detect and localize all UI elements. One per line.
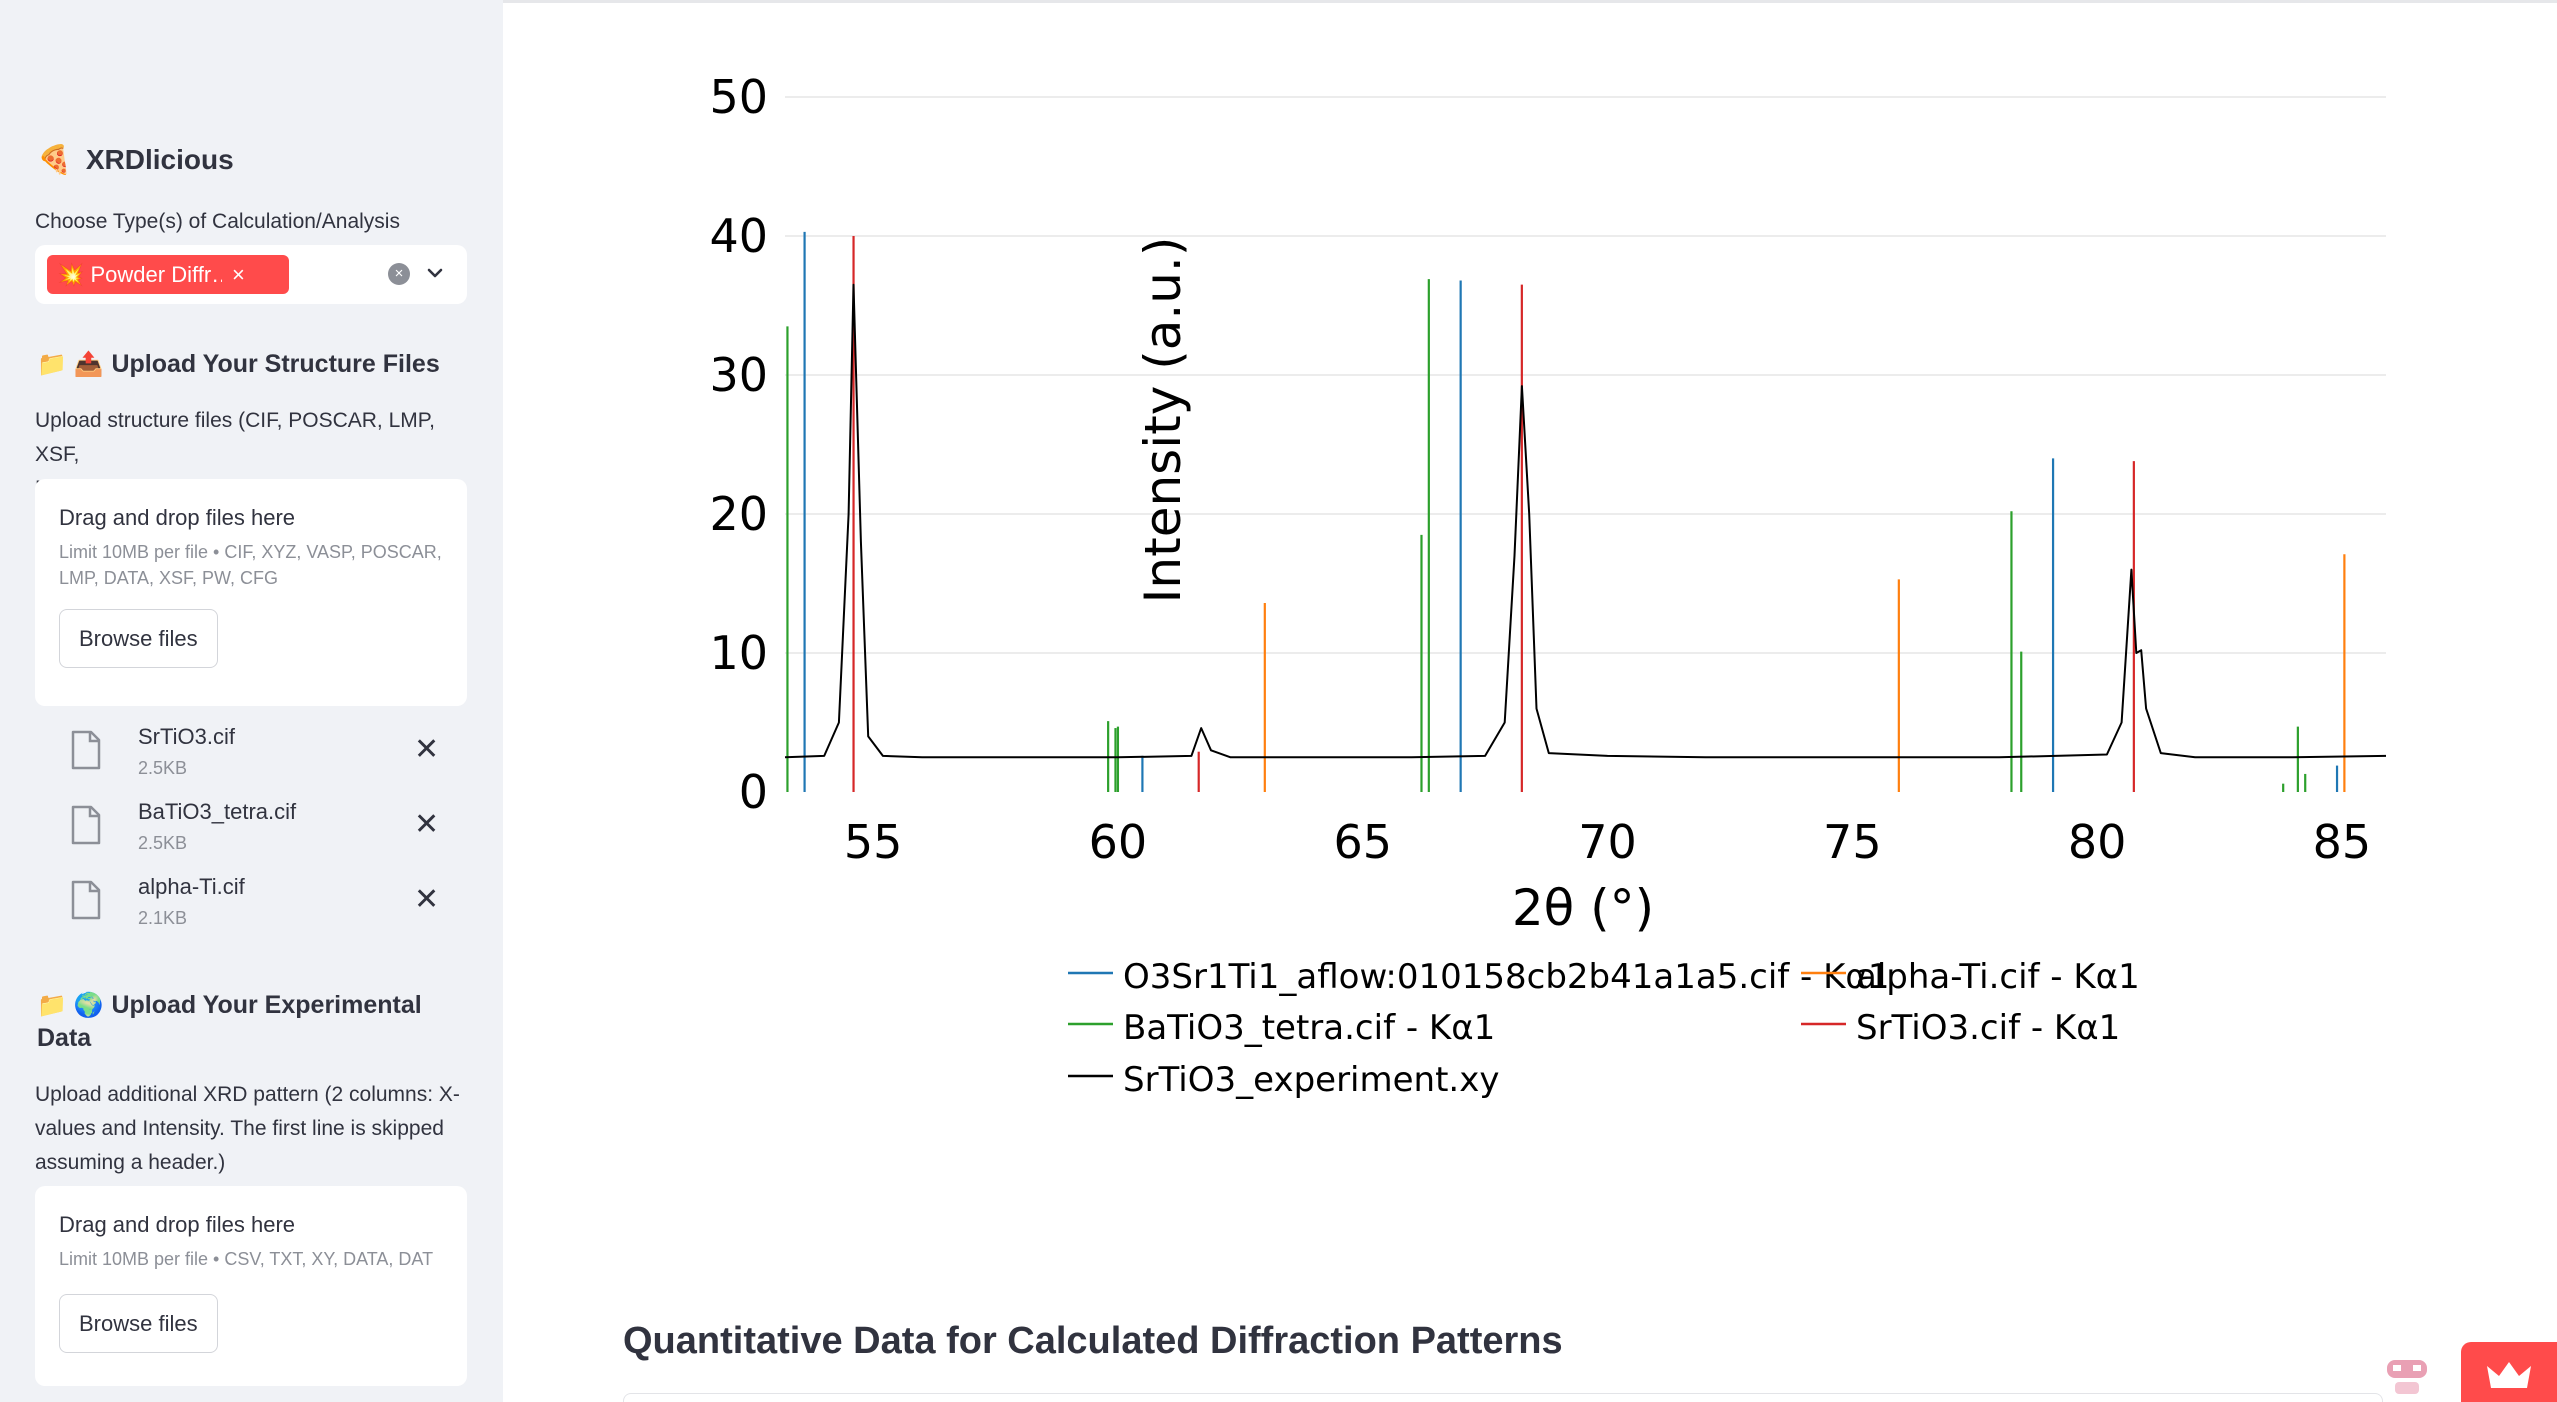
folder-globe-icon: 📁 🌍 — [37, 992, 104, 1019]
dropzone-title: Drag and drop files here — [59, 505, 296, 530]
crown-icon — [2487, 1362, 2531, 1388]
x-tick-label: 70 — [1578, 815, 1637, 869]
remove-file-icon[interactable]: ✕ — [414, 733, 440, 766]
dropzone-limit: Limit 10MB per file • CSV, TXT, XY, DATA… — [59, 1249, 434, 1269]
experimental-help-text: Upload additional XRD pattern (2 columns… — [35, 1078, 467, 1180]
quantitative-data-table — [623, 1393, 2383, 1402]
calc-type-label: Choose Type(s) of Calculation/Analysis — [35, 210, 400, 233]
file-size: 2.1KB — [138, 908, 188, 928]
chart-experimental-line — [784, 283, 2387, 759]
legend-label[interactable]: SrTiO3_experiment.xy — [1123, 1060, 1499, 1100]
file-name: alpha-Ti.cif — [138, 874, 245, 899]
x-tick-label: 55 — [844, 815, 903, 869]
app-status-icon[interactable] — [2383, 1352, 2431, 1400]
dropzone-limit: Limit 10MB per file • CIF, XYZ, VASP, PO… — [59, 539, 443, 591]
browse-files-button[interactable]: Browse files — [59, 1294, 218, 1353]
streamlit-badge[interactable] — [2461, 1342, 2557, 1402]
legend-label[interactable]: BaTiO3_tetra.cif - Kα1 — [1123, 1008, 1495, 1048]
experimental-help-line: assuming a header.) — [35, 1151, 226, 1174]
uploaded-file-item: SrTiO3.cif 2.5KB ✕ — [70, 720, 450, 790]
file-name: SrTiO3.cif — [138, 724, 235, 749]
file-size: 2.5KB — [138, 833, 188, 853]
legend-label[interactable]: SrTiO3.cif - Kα1 — [1856, 1008, 2120, 1048]
pizza-icon: 🍕 — [37, 144, 72, 175]
x-tick-label: 60 — [1089, 815, 1148, 869]
remove-file-icon[interactable]: ✕ — [414, 808, 440, 841]
experimental-help-line: values and Intensity. The first line is … — [35, 1117, 444, 1140]
chevron-down-icon[interactable] — [424, 262, 446, 284]
app-title-text: XRDlicious — [85, 143, 234, 175]
clear-selection-icon[interactable]: × — [388, 263, 410, 285]
experimental-line — [784, 283, 2387, 759]
file-icon — [71, 805, 101, 845]
y-tick-label: 0 — [739, 765, 768, 819]
file-size: 2.5KB — [138, 758, 188, 778]
chart-reference-peaks — [786, 231, 2346, 792]
legend-label[interactable]: O3Sr1Ti1_aflow:010158cb2b41a1a5.cif - Kα… — [1123, 957, 1889, 997]
x-tick-label: 85 — [2313, 815, 2372, 869]
experimental-section-heading: 📁 🌍 Upload Your Experimental Data — [37, 989, 422, 1055]
x-tick-label: 75 — [1823, 815, 1882, 869]
top-divider — [503, 0, 2557, 3]
xrd-pattern-chart[interactable]: 0 10 20 30 40 50 55 60 65 70 75 80 85 2θ (°) Intens… — [503, 0, 2557, 1130]
sidebar: 🍕 XRDlicious Choose Type(s) of Calculati… — [0, 0, 503, 1402]
file-icon — [71, 880, 101, 920]
structure-section-title: Upload Your Structure Files — [111, 350, 440, 378]
y-tick-label: 40 — [709, 209, 768, 263]
experimental-dropzone[interactable]: Drag and drop files here Limit 10MB per … — [35, 1186, 467, 1386]
legend-label[interactable]: alpha-Ti.cif - Kα1 — [1856, 957, 2140, 997]
chip-label: 💥 Powder Diffr… — [57, 261, 222, 287]
x-tick-label: 80 — [2068, 815, 2127, 869]
y-tick-label: 10 — [709, 626, 768, 680]
experimental-section-title: Data — [37, 1024, 92, 1052]
y-tick-label: 50 — [709, 70, 768, 124]
structure-dropzone[interactable]: Drag and drop files here Limit 10MB per … — [35, 479, 467, 706]
chart-x-ticks: 55 60 65 70 75 80 85 — [844, 815, 2371, 869]
structure-section-heading: 📁 📤 Upload Your Structure Files — [37, 348, 440, 381]
y-axis-label: Intensity (a.u.) — [1134, 237, 1192, 604]
selected-chip-powder-diffraction[interactable]: 💥 Powder Diffr… × — [47, 255, 289, 294]
app-title: 🍕 XRDlicious — [37, 143, 234, 176]
dropzone-title: Drag and drop files here — [59, 1212, 296, 1237]
x-tick-label: 65 — [1333, 815, 1392, 869]
remove-file-icon[interactable]: ✕ — [414, 883, 440, 916]
chip-remove-icon[interactable]: × — [232, 261, 245, 287]
limit-line: LMP, DATA, XSF, PW, CFG — [59, 568, 279, 588]
experimental-help-line: Upload additional XRD pattern (2 columns… — [35, 1083, 460, 1106]
quantitative-data-heading: Quantitative Data for Calculated Diffrac… — [623, 1320, 1563, 1362]
chart-y-ticks: 0 10 20 30 40 50 — [709, 70, 768, 819]
experimental-section-title: Upload Your Experimental — [111, 991, 422, 1019]
uploaded-file-item: alpha-Ti.cif 2.1KB ✕ — [70, 870, 450, 940]
chart-gridlines — [785, 96, 2386, 654]
uploaded-file-item: BaTiO3_tetra.cif 2.5KB ✕ — [70, 795, 450, 865]
y-tick-label: 20 — [709, 487, 768, 541]
structure-help-line: Upload structure files (CIF, POSCAR, LMP… — [35, 409, 435, 466]
browse-files-button[interactable]: Browse files — [59, 609, 218, 668]
folder-upload-icon: 📁 📤 — [37, 351, 104, 378]
y-tick-label: 30 — [709, 348, 768, 402]
calc-type-multiselect[interactable]: 💥 Powder Diffr… × × — [35, 245, 467, 304]
limit-line: Limit 10MB per file • CIF, XYZ, VASP, PO… — [59, 542, 442, 562]
file-name: BaTiO3_tetra.cif — [138, 799, 297, 824]
chart-legend: O3Sr1Ti1_aflow:010158cb2b41a1a5.cif - Kα… — [1068, 957, 2140, 1100]
file-icon — [71, 730, 101, 770]
x-axis-label: 2θ (°) — [1512, 879, 1654, 937]
